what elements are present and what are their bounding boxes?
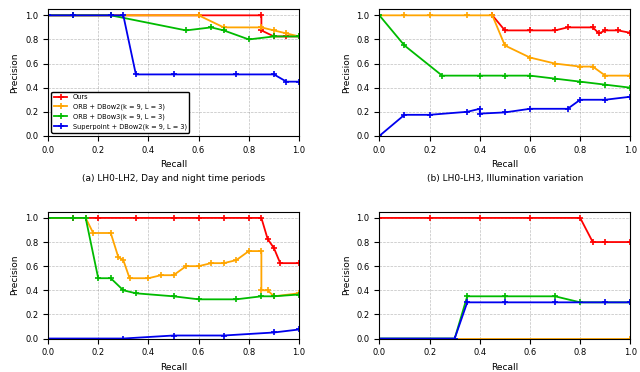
Y-axis label: Precision: Precision xyxy=(342,52,351,93)
X-axis label: Recall: Recall xyxy=(160,160,187,169)
Y-axis label: Precision: Precision xyxy=(342,255,351,295)
X-axis label: Recall: Recall xyxy=(492,160,518,169)
Y-axis label: Precision: Precision xyxy=(10,52,19,93)
X-axis label: Recall: Recall xyxy=(160,363,187,372)
Text: (b) LH0-LH3, Illumination variation: (b) LH0-LH3, Illumination variation xyxy=(427,174,583,183)
Legend: Ours, ORB + DBow2(k = 9, L = 3), ORB + DBow3(k = 9, L = 3), Superpoint + DBow2(k: Ours, ORB + DBow2(k = 9, L = 3), ORB + D… xyxy=(51,92,189,132)
X-axis label: Recall: Recall xyxy=(492,363,518,372)
Y-axis label: Precision: Precision xyxy=(10,255,19,295)
Text: (a) LH0-LH2, Day and night time periods: (a) LH0-LH2, Day and night time periods xyxy=(82,174,265,183)
